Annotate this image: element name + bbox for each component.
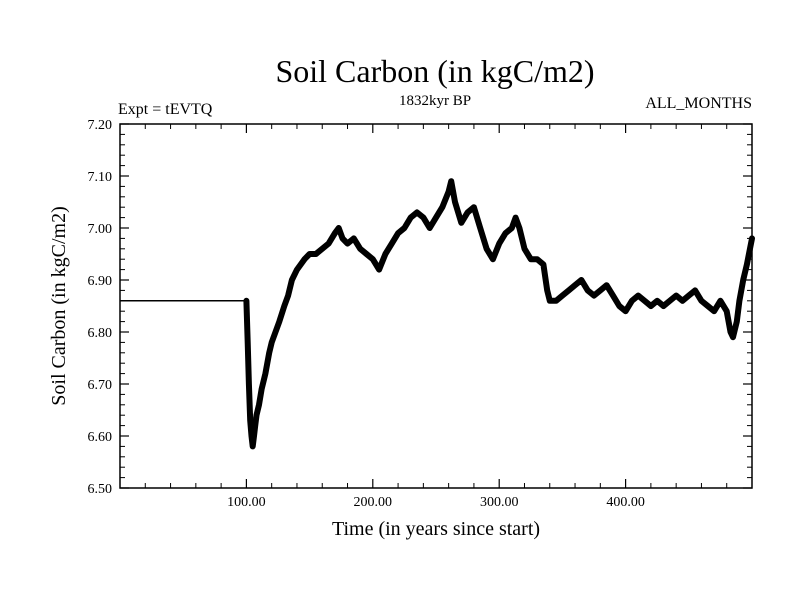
x-axis-label: Time (in years since start) <box>332 518 540 540</box>
chart-subtitle: 1832kyr BP <box>399 93 471 109</box>
x-tick-label: 300.00 <box>480 495 519 510</box>
x-tick-label: 100.00 <box>227 495 266 510</box>
y-tick-label: 6.50 <box>88 482 113 497</box>
y-tick-label: 6.80 <box>88 326 113 341</box>
chart-title: Soil Carbon (in kgC/m2) <box>275 53 594 89</box>
series-layer <box>120 178 755 450</box>
plot-frame <box>119 123 753 489</box>
months-label: ALL_MONTHS <box>645 95 752 112</box>
y-tick-label: 6.70 <box>88 378 113 393</box>
series-line <box>243 178 755 450</box>
y-tick-label: 7.20 <box>88 118 113 133</box>
y-tick-label: 6.60 <box>88 430 113 445</box>
y-tick-label: 7.10 <box>88 170 113 185</box>
y-tick-label: 7.00 <box>88 222 113 237</box>
ticks-layer: 6.50 6.60 6.70 6.80 6.90 7.00 7.10 7.20 100.00 20… <box>88 118 752 510</box>
y-tick-label: 6.90 <box>88 274 113 289</box>
x-tick-label: 400.00 <box>606 495 645 510</box>
y-axis-label: Soil Carbon (in kgC/m2) <box>48 206 70 405</box>
x-tick-label: 200.00 <box>354 495 393 510</box>
experiment-label: Expt = tEVTQ <box>118 101 213 118</box>
